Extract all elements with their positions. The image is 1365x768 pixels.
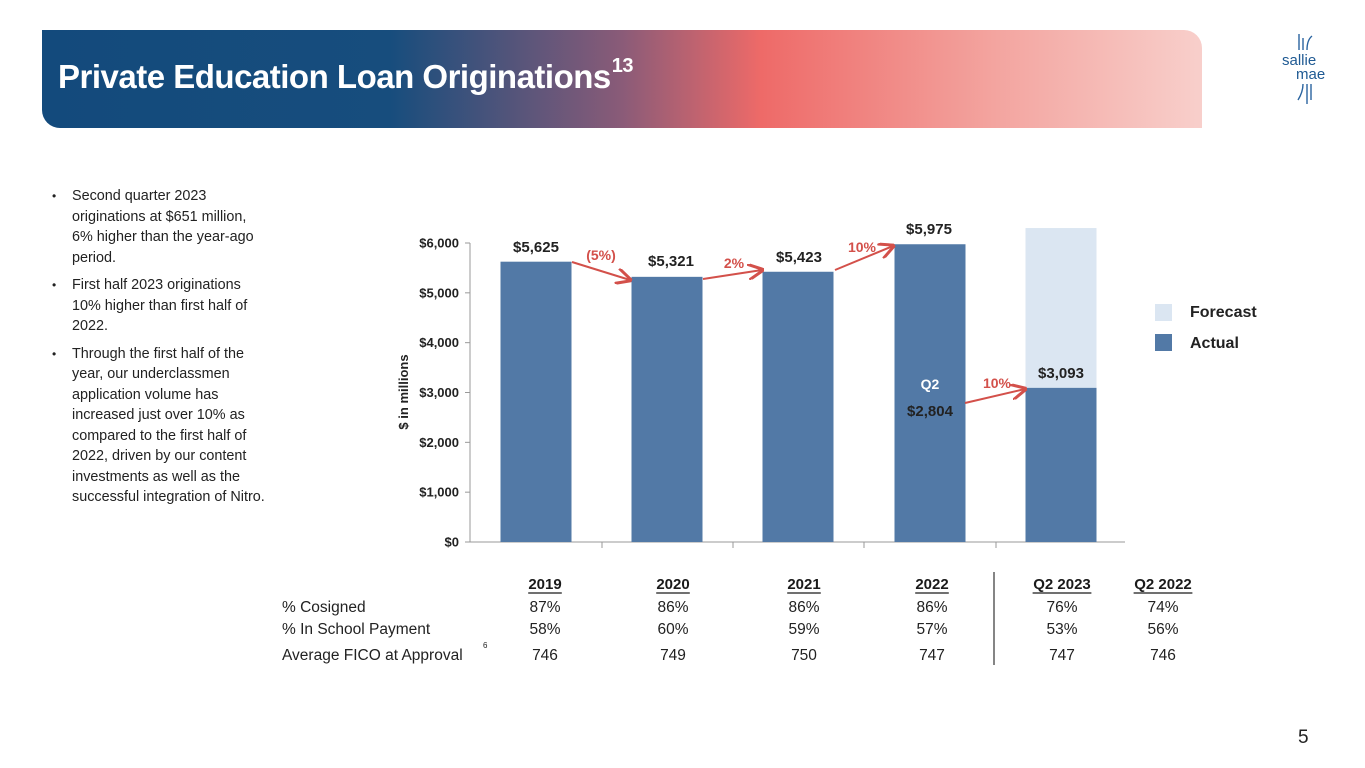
bullet-item: • Second quarter 2023 originations at $65… [52, 186, 267, 268]
table-row-footnote-ref: 6 [483, 641, 488, 650]
table-column-header: Q2 2023 [1033, 576, 1091, 593]
y-tick-label: $0 [445, 535, 459, 550]
table-cell: 746 [532, 647, 558, 664]
legend-swatch-forecast [1155, 304, 1172, 321]
table-cell: 87% [529, 599, 560, 616]
title-banner [42, 30, 1202, 128]
bullet-dot-icon: • [52, 189, 57, 203]
table-column-header: 2020 [656, 576, 689, 593]
y-tick-label: $2,000 [419, 435, 459, 450]
table-cell: 76% [1046, 599, 1077, 616]
growth-arrow [702, 270, 762, 279]
table-cell: 747 [919, 647, 945, 664]
y-tick-label: $4,000 [419, 335, 459, 350]
table-cell: 747 [1049, 647, 1075, 664]
table-column-header: 2021 [787, 576, 820, 593]
page-number: 5 [1298, 727, 1309, 748]
title-footnote-ref: 13 [611, 55, 634, 77]
bar-value-label: $5,423 [776, 249, 822, 266]
growth-label: 10% [983, 375, 1012, 391]
bullet-list: • Second quarter 2023 originations at $65… [52, 186, 267, 515]
bar-value-label: $3,093 [1038, 365, 1084, 382]
bar-value-label: $5,625 [513, 239, 559, 256]
y-tick-label: $3,000 [419, 385, 459, 400]
actual-bar-2021 [762, 271, 834, 542]
table-row-label: % Cosigned [282, 599, 366, 616]
legend-label-actual: Actual [1190, 335, 1239, 352]
bullet-item: • First half 2023 originations 10% higher… [52, 275, 267, 337]
table-column-header: 2019 [528, 576, 561, 593]
table-cell: 746 [1150, 647, 1176, 664]
growth-label: 10% [848, 239, 877, 255]
actual-bar-2019 [500, 261, 572, 542]
table-cell: 56% [1147, 621, 1178, 638]
bullet-item: • Through the first half of the year, our… [52, 344, 267, 508]
table-column-header: 2022 [915, 576, 948, 593]
table-cell: 86% [916, 599, 947, 616]
actual-bar-2022 [894, 244, 966, 542]
y-tick-label: $6,000 [419, 236, 459, 251]
actual-bar-2023 [1025, 387, 1097, 542]
bullet-dot-icon: • [52, 278, 57, 292]
growth-arrow [964, 389, 1025, 404]
table-cell: 60% [657, 621, 688, 638]
table-cell: 57% [916, 621, 947, 638]
table-cell: 58% [529, 621, 560, 638]
table-cell: 749 [660, 647, 686, 664]
bullet-text: First half 2023 originations 10% higher … [72, 277, 248, 334]
legend-swatch-actual [1155, 334, 1172, 351]
growth-arrow [834, 246, 893, 271]
q2-label: Q2 [921, 376, 940, 392]
actual-bar-2020 [631, 276, 703, 542]
table-cell: 59% [788, 621, 819, 638]
page-title: Private Education Loan Originations13 [58, 55, 634, 96]
bullet-text: Through the first half of the year, our … [72, 345, 265, 506]
table-cell: 86% [657, 599, 688, 616]
legend-label-forecast: Forecast [1190, 304, 1257, 321]
growth-label: (5%) [586, 247, 616, 263]
logo-text-sallie: sallie [1282, 52, 1317, 69]
table-cell: 53% [1046, 621, 1077, 638]
growth-label: 2% [724, 255, 745, 271]
page-title-text: Private Education Loan Originations [58, 58, 611, 95]
table-row-label: Average FICO at Approval [282, 647, 463, 664]
logo-text-mae: mae [1296, 66, 1326, 83]
bullet-text: Second quarter 2023 originations at $651… [72, 188, 254, 266]
sallie-mae-logo: sallie mae [1270, 30, 1340, 110]
table-cell: 86% [788, 599, 819, 616]
growth-arrow [571, 261, 630, 280]
bullet-dot-icon: • [52, 346, 57, 361]
logo-mark-icon [1297, 34, 1313, 104]
table-column-header: Q2 2022 [1134, 576, 1192, 593]
y-axis-label: $ in millions [396, 354, 411, 429]
bar-value-label: $5,975 [906, 221, 952, 238]
bar-value-label: $5,321 [648, 253, 694, 270]
y-tick-label: $5,000 [419, 285, 459, 300]
table-cell: 750 [791, 647, 817, 664]
y-tick-label: $1,000 [419, 485, 459, 500]
table-cell: 74% [1147, 599, 1178, 616]
q2-value-label: $2,804 [907, 403, 954, 420]
table-row-label: % In School Payment [282, 621, 431, 638]
